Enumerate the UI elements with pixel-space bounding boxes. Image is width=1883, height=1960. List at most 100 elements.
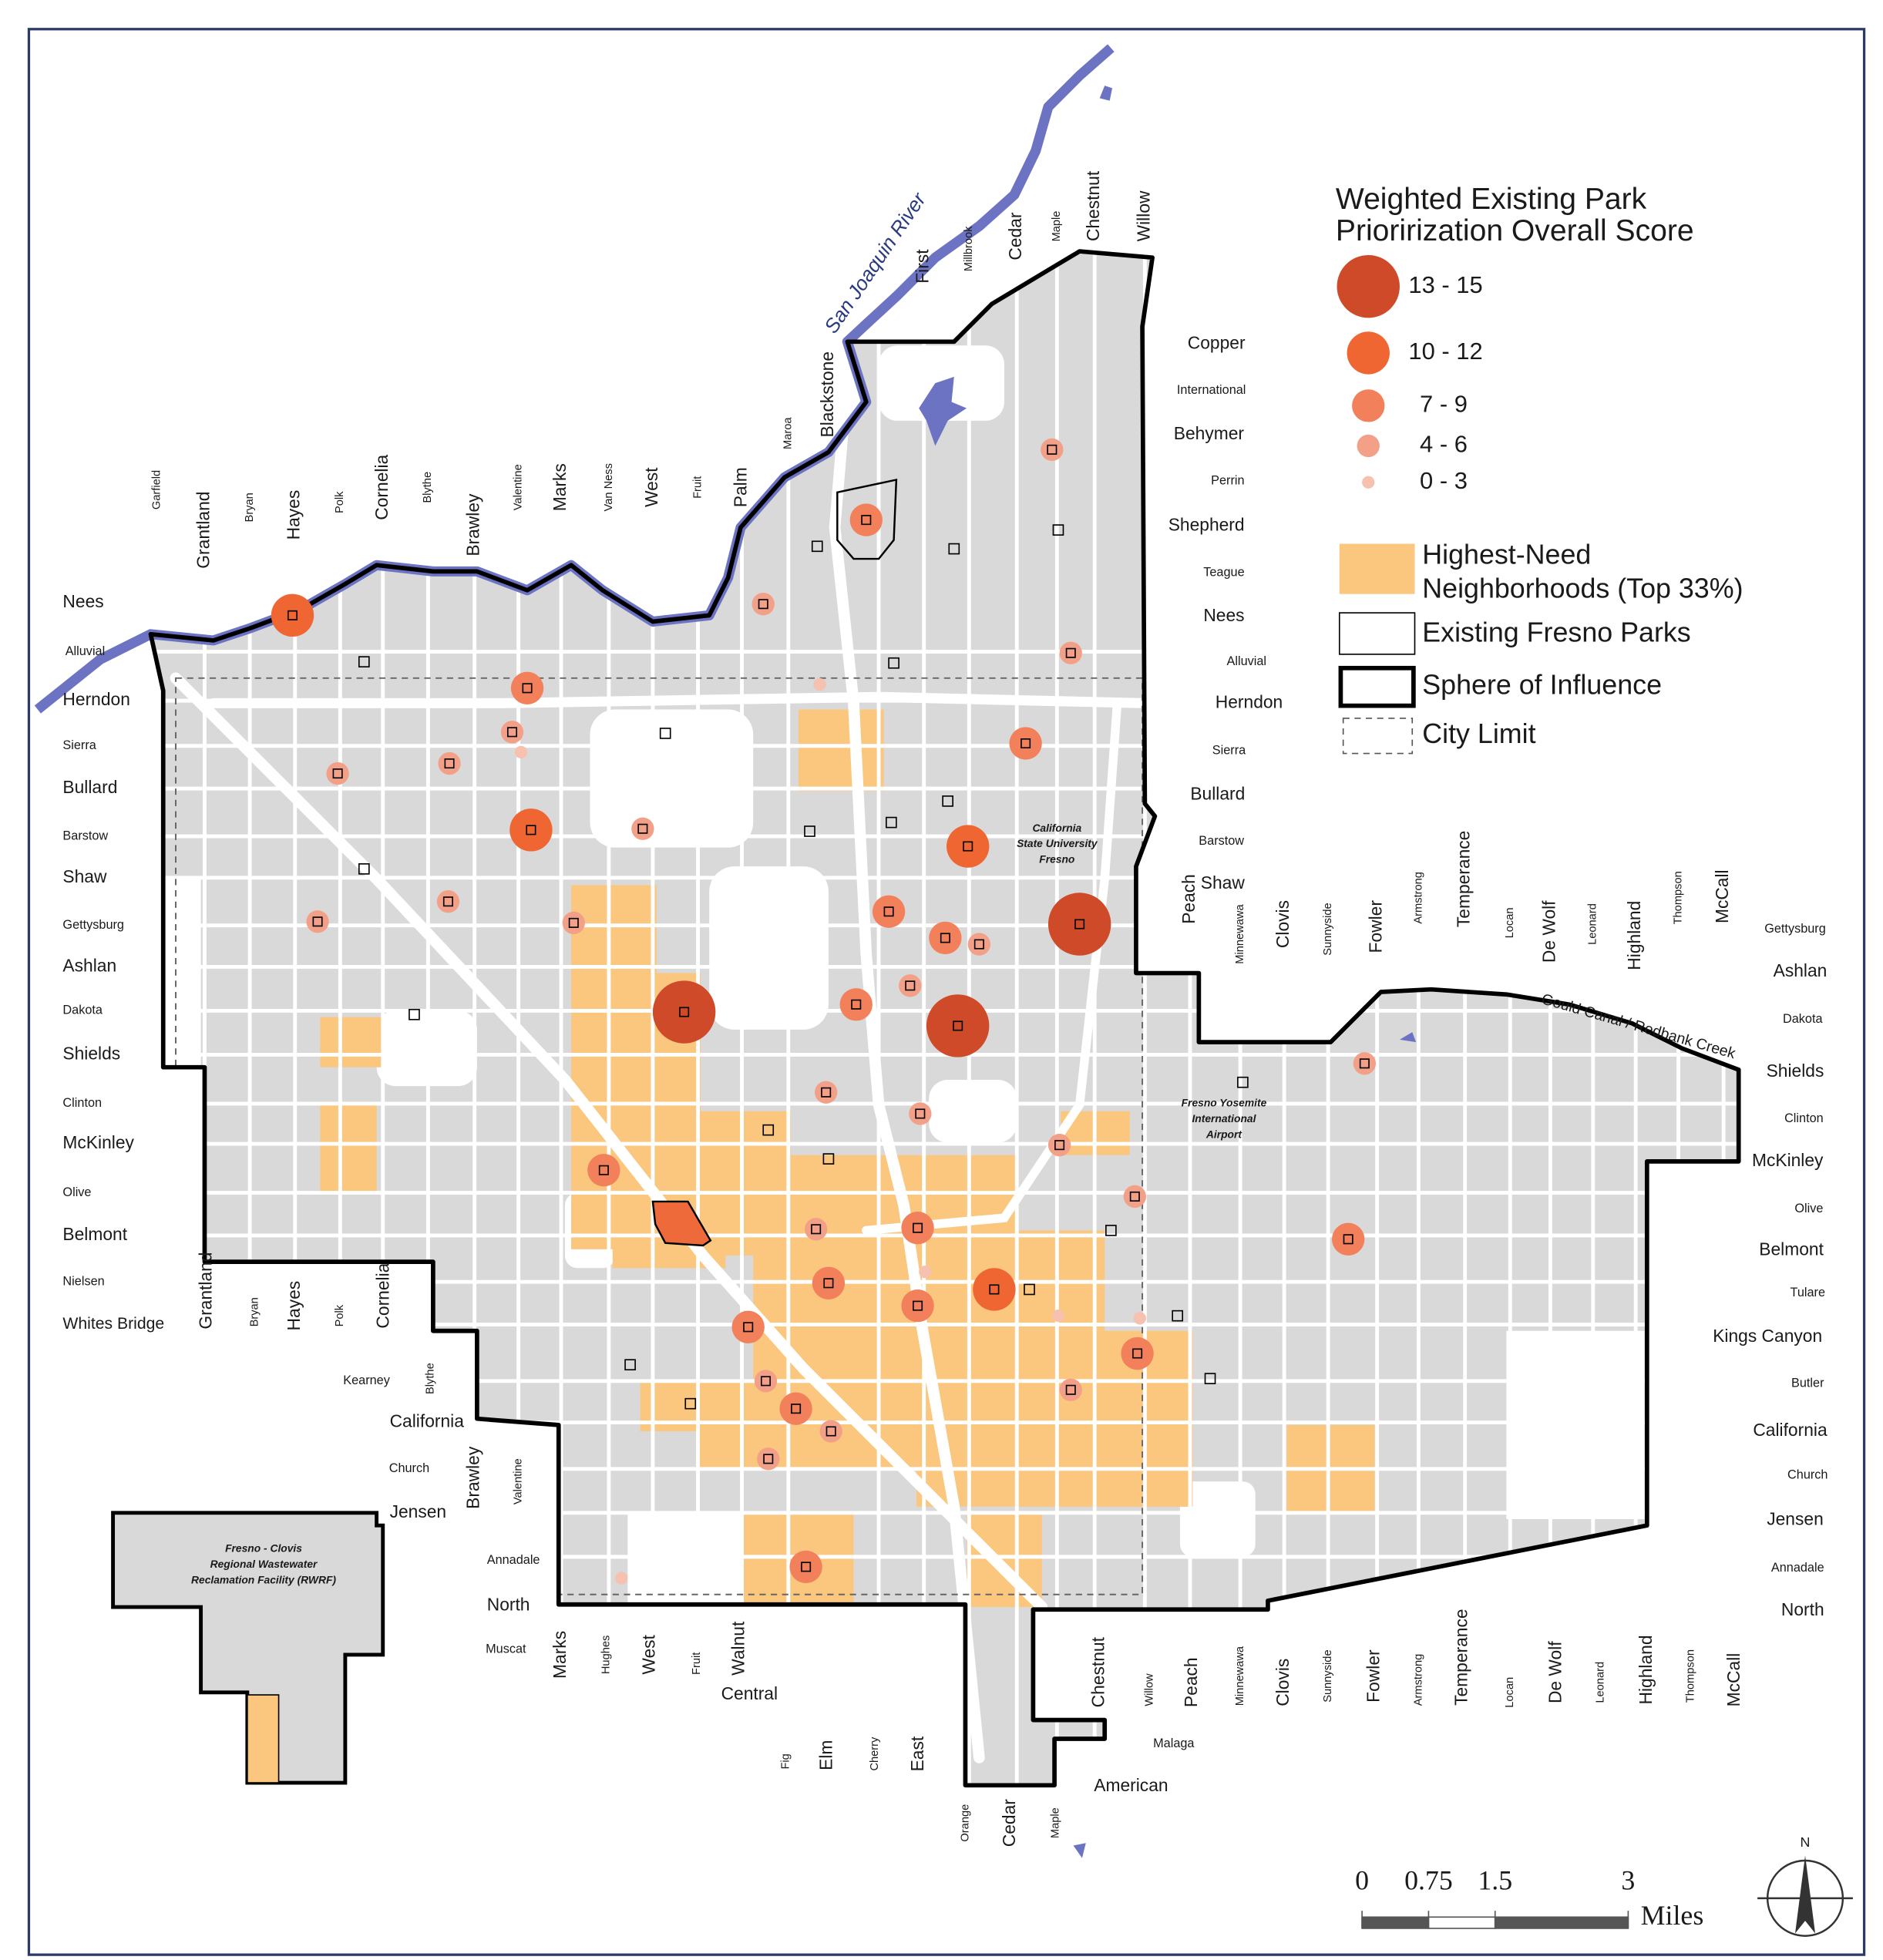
- park: [963, 841, 973, 852]
- scale-label: 0.75: [1404, 1865, 1453, 1896]
- legend-label: City Limit: [1422, 718, 1535, 749]
- street-label: Grantland: [196, 1252, 216, 1330]
- street-label: Barstow: [1199, 834, 1244, 848]
- park: [1021, 738, 1031, 749]
- street-label: Temperance: [1454, 831, 1474, 927]
- street-label: Dakota: [1783, 1012, 1823, 1026]
- legend-symbol: [1347, 331, 1390, 375]
- street-label: Butler: [1791, 1376, 1824, 1390]
- street-label: Nees: [1203, 605, 1244, 625]
- need-area: [798, 709, 884, 792]
- park: [506, 727, 518, 738]
- park-score: [929, 921, 962, 955]
- street-label: Shepherd: [1168, 515, 1245, 535]
- park-score: [819, 1420, 842, 1443]
- park: [883, 906, 894, 917]
- street-label: Maroa: [782, 417, 795, 449]
- place-label: Regional Wastewater: [210, 1558, 318, 1570]
- street-label: Muscat: [486, 1642, 526, 1656]
- street-label: Olive: [62, 1185, 91, 1199]
- street-label: Olive: [1794, 1202, 1823, 1215]
- street-label: Bryan: [248, 1297, 261, 1326]
- park: [940, 933, 950, 943]
- street-label: Church: [389, 1461, 429, 1475]
- street-label: Hayes: [284, 1281, 304, 1331]
- street-label: Copper: [1188, 333, 1246, 353]
- park-score: [1059, 641, 1082, 664]
- street-label: Nees: [62, 591, 103, 611]
- street-label: Cornelia: [372, 454, 392, 519]
- street-label: Chestnut: [1088, 1636, 1108, 1707]
- legend-symbol: [1337, 254, 1400, 318]
- street-label: Fowler: [1366, 900, 1386, 953]
- street-label: Tulare: [1791, 1286, 1826, 1299]
- park: [743, 1322, 754, 1333]
- street-label: Blackstone: [817, 351, 837, 438]
- freeway: [829, 371, 985, 1763]
- street-label: McCall: [1712, 869, 1732, 923]
- park: [358, 863, 370, 875]
- street-label: Teague: [1203, 565, 1244, 579]
- street-label: Brawley: [463, 1446, 483, 1509]
- legend-symbol: [1352, 389, 1385, 422]
- park: [801, 1562, 812, 1572]
- street-label: Millbrook: [963, 226, 975, 271]
- park-score: [919, 1266, 932, 1279]
- street-label: Palm: [731, 467, 751, 507]
- street-label: Perrin: [1211, 473, 1244, 487]
- park: [851, 999, 862, 1010]
- place-label: State University: [1017, 837, 1098, 849]
- park-score: [752, 593, 775, 616]
- street-label: Jensen: [390, 1501, 447, 1521]
- park: [760, 1376, 772, 1387]
- park: [1054, 1140, 1065, 1151]
- street-label: North: [1781, 1599, 1824, 1619]
- park-scores: [271, 438, 1377, 1585]
- park-score: [973, 1268, 1016, 1311]
- park-score: [510, 671, 544, 705]
- park: [823, 1278, 834, 1289]
- legend-label: 10 - 12: [1408, 338, 1482, 365]
- park: [821, 1087, 832, 1098]
- street-label: Temperance: [1451, 1609, 1471, 1705]
- street-label: Clovis: [1273, 900, 1293, 948]
- park-score: [1047, 893, 1111, 956]
- street-label: Brawley: [463, 493, 483, 556]
- park: [684, 1397, 697, 1410]
- street-label: Kearney: [343, 1373, 390, 1387]
- scale-segment: [1361, 1916, 1430, 1929]
- park: [1237, 1076, 1249, 1088]
- park-score: [615, 1572, 628, 1585]
- park: [948, 543, 960, 555]
- legend-title: Priorirization Overall Score: [1336, 214, 1694, 247]
- park: [861, 515, 872, 526]
- park-score: [1051, 1309, 1065, 1323]
- street-label: Peach: [1181, 1657, 1201, 1707]
- street-label: Kings Canyon: [1713, 1326, 1822, 1346]
- park: [659, 728, 671, 739]
- park: [811, 540, 823, 553]
- place-label: California: [1032, 822, 1081, 834]
- street-label: American: [1094, 1775, 1168, 1795]
- street-label: Armstrong: [1412, 872, 1424, 924]
- park: [568, 917, 579, 928]
- legend-label: 13 - 15: [1408, 271, 1482, 298]
- freeway: [170, 672, 1048, 1613]
- street-label: Bullard: [1190, 783, 1245, 803]
- park-score: [779, 1392, 812, 1425]
- park: [1024, 1283, 1035, 1296]
- park: [1129, 1191, 1140, 1202]
- park: [1052, 524, 1064, 536]
- park-score: [815, 1081, 838, 1104]
- street-label: Thompson: [1685, 1649, 1697, 1703]
- park: [763, 1454, 774, 1464]
- park: [913, 1300, 923, 1311]
- pond: [1073, 1843, 1086, 1858]
- park-score: [1123, 1185, 1146, 1209]
- street-label: Thompson: [1672, 871, 1684, 924]
- park: [1343, 1234, 1353, 1245]
- park-score: [587, 1154, 620, 1187]
- scale-label: 1.5: [1478, 1865, 1512, 1896]
- street-label: Herndon: [62, 689, 129, 709]
